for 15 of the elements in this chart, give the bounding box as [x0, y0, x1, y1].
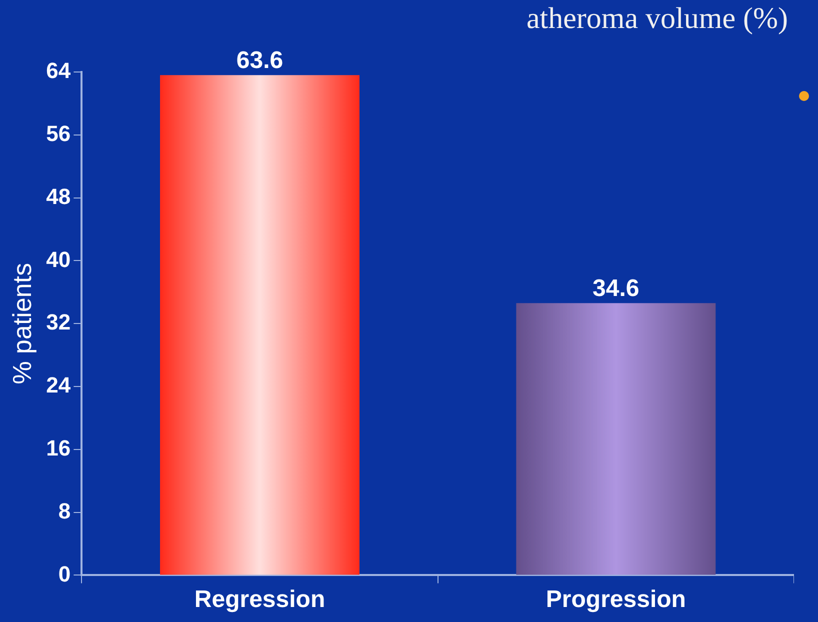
data-label: 63.6 — [236, 46, 284, 74]
data-label: 34.6 — [592, 274, 640, 302]
y-tick-label: 48 — [46, 184, 71, 209]
y-tick-label: 16 — [46, 435, 71, 460]
chart-title: atheroma volume (%) — [526, 2, 788, 36]
y-tick-label: 40 — [46, 246, 71, 272]
y-tick-label: 64 — [46, 58, 72, 84]
x-tick-label: Progression — [546, 586, 686, 614]
y-axis-title: % patients — [6, 262, 37, 384]
y-tick-label: 32 — [46, 310, 71, 335]
y-tick-label: 56 — [46, 120, 71, 146]
y-tick-label: 8 — [58, 498, 71, 524]
y-tick-label: 0 — [58, 561, 71, 586]
x-tick-label: Regression — [194, 586, 326, 614]
y-tick-label: 24 — [46, 372, 72, 398]
